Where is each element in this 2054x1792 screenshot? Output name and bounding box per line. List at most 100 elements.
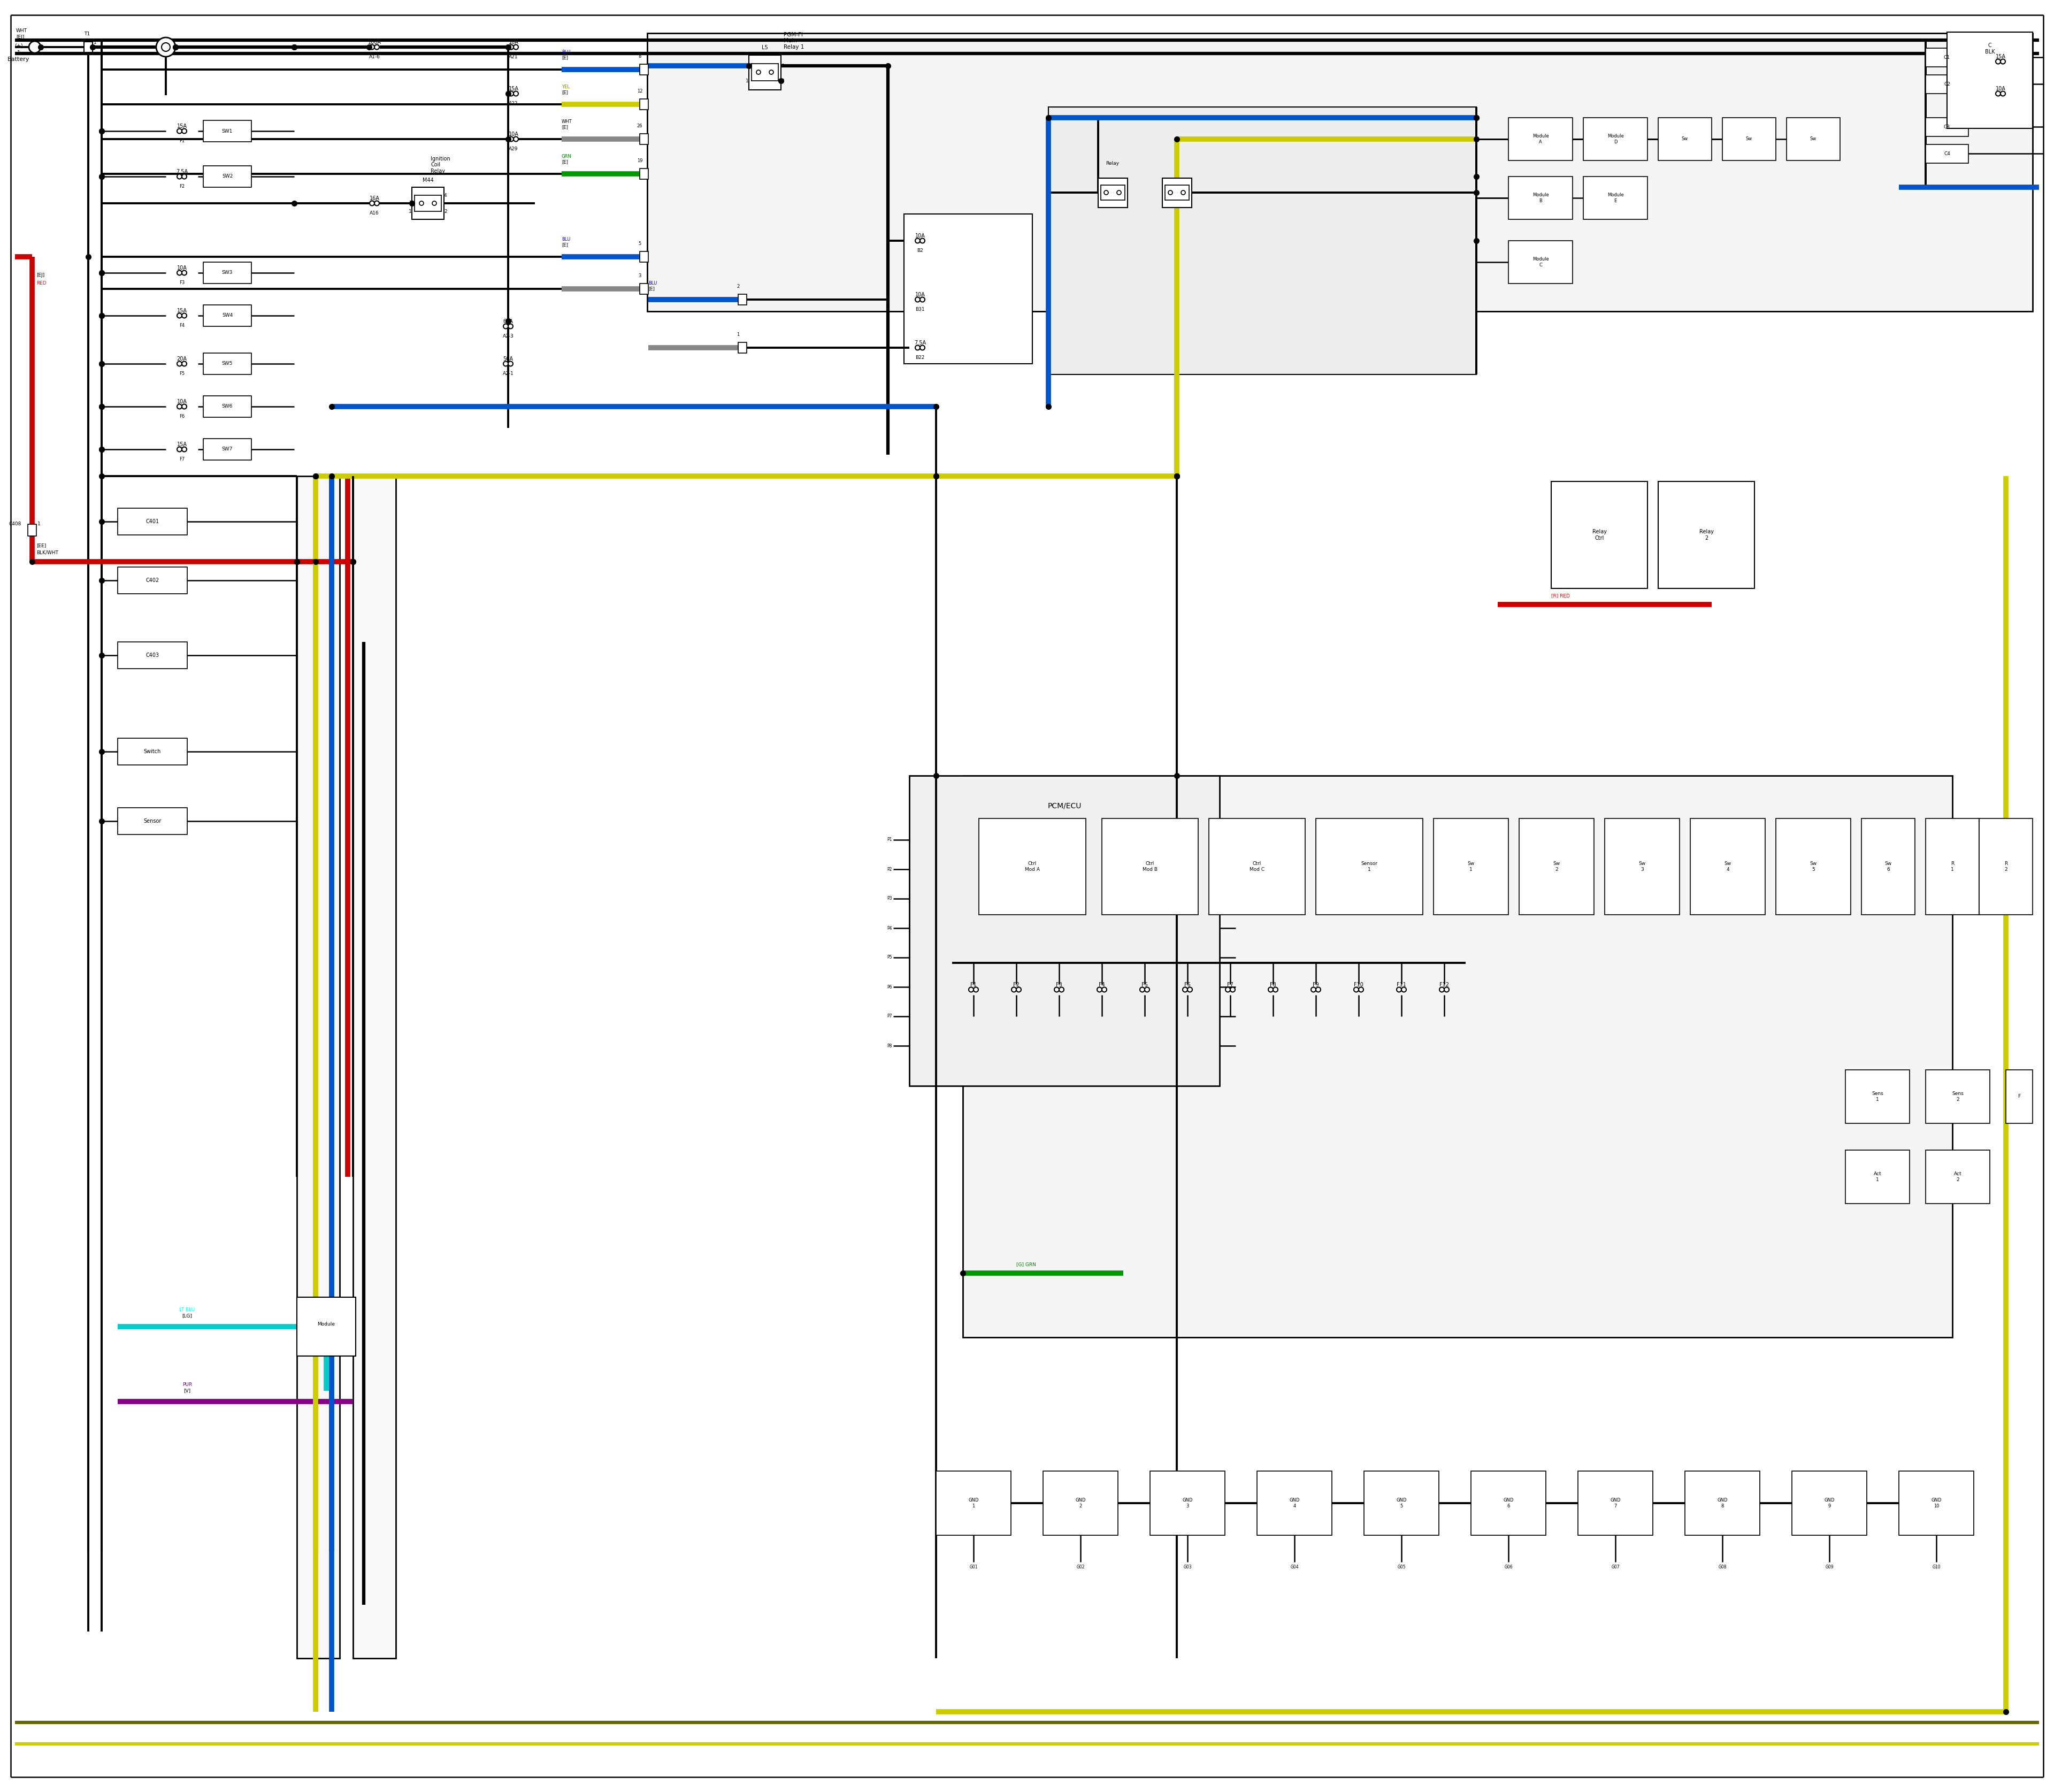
Text: SW2: SW2 [222, 174, 232, 179]
Bar [1844, 1150, 1910, 1204]
Text: [R] RED: [R] RED [1551, 593, 1569, 599]
Circle shape [1444, 987, 1448, 993]
Text: Battery: Battery [8, 57, 31, 63]
Bar [298, 1297, 355, 1357]
Text: Relay: Relay [1105, 161, 1119, 167]
Circle shape [370, 201, 374, 206]
Text: [E]: [E] [561, 56, 569, 59]
Circle shape [514, 45, 518, 50]
Text: C4: C4 [1943, 151, 1949, 156]
Bar [117, 642, 187, 668]
Text: P7: P7 [887, 1014, 891, 1020]
Bar [639, 65, 649, 75]
Text: G03: G03 [1183, 1564, 1191, 1570]
Bar [1658, 482, 1754, 588]
Bar [203, 120, 251, 142]
Text: GND
1: GND 1 [967, 1498, 978, 1509]
Text: GND
6: GND 6 [1504, 1498, 1514, 1509]
Text: C408: C408 [8, 521, 21, 527]
Circle shape [1117, 190, 1121, 195]
Text: SW7: SW7 [222, 446, 232, 452]
Text: F6: F6 [179, 414, 185, 419]
Circle shape [419, 201, 423, 206]
Text: A21: A21 [509, 54, 518, 59]
Bar [1434, 819, 1508, 914]
Bar [1861, 819, 1914, 914]
Bar [1584, 177, 1647, 219]
Text: F1: F1 [969, 982, 976, 987]
Text: [E]: [E] [561, 125, 569, 129]
Circle shape [1181, 190, 1185, 195]
Text: G02: G02 [1076, 1564, 1085, 1570]
Text: P5: P5 [887, 955, 891, 961]
Text: F5: F5 [1142, 982, 1148, 987]
Text: 1: 1 [737, 332, 739, 337]
Bar [353, 477, 396, 1658]
Text: 10A: 10A [177, 265, 187, 271]
Text: 50A: 50A [503, 357, 514, 362]
Text: 19: 19 [637, 158, 643, 163]
Text: GND
9: GND 9 [1824, 1498, 1834, 1509]
Bar [117, 509, 187, 536]
Circle shape [1097, 987, 1101, 993]
Text: M44: M44 [423, 177, 433, 183]
Text: Module
D: Module D [1606, 134, 1623, 145]
Text: 3: 3 [639, 274, 641, 278]
Bar [29, 525, 37, 536]
Text: Module
E: Module E [1606, 194, 1623, 202]
Bar [1099, 177, 1128, 208]
Text: P1: P1 [887, 837, 891, 842]
Circle shape [431, 201, 435, 206]
Text: WHT: WHT [561, 120, 573, 124]
Circle shape [920, 297, 924, 303]
Text: 1: 1 [409, 210, 413, 213]
Text: F5: F5 [179, 371, 185, 376]
Bar [1101, 819, 1197, 914]
Text: F9: F9 [1313, 982, 1319, 987]
Circle shape [177, 362, 183, 366]
Text: [LG]: [LG] [183, 1314, 193, 1319]
Bar [298, 477, 339, 1658]
Bar [1520, 819, 1594, 914]
Text: [EE]: [EE] [37, 543, 45, 548]
Text: Sens
2: Sens 2 [1951, 1091, 1964, 1102]
Text: [E]: [E] [561, 90, 569, 95]
Bar [203, 262, 251, 283]
Text: SW4: SW4 [222, 314, 232, 317]
Text: F8: F8 [1269, 982, 1276, 987]
Text: P6: P6 [887, 984, 891, 989]
Bar [1927, 118, 1968, 136]
Circle shape [1273, 987, 1278, 993]
Bar [1658, 118, 1711, 161]
Circle shape [183, 314, 187, 317]
Text: 10A: 10A [177, 400, 187, 405]
Bar [1163, 177, 1191, 208]
Circle shape [1996, 59, 2001, 65]
Bar [413, 186, 444, 219]
Circle shape [370, 45, 374, 50]
Text: 1: 1 [16, 50, 21, 56]
Text: Sw
4: Sw 4 [1723, 862, 1732, 871]
Circle shape [1054, 987, 1060, 993]
Text: GND
3: GND 3 [1183, 1498, 1193, 1509]
Text: P4: P4 [887, 926, 891, 930]
Circle shape [1226, 987, 1230, 993]
Circle shape [920, 238, 924, 244]
Bar [980, 819, 1087, 914]
Circle shape [969, 987, 974, 993]
Circle shape [183, 174, 187, 179]
Text: GND
4: GND 4 [1290, 1498, 1300, 1509]
Text: A1-6: A1-6 [370, 54, 380, 59]
Circle shape [162, 43, 170, 52]
Text: F2: F2 [1013, 982, 1019, 987]
Text: 4: 4 [444, 194, 448, 197]
Text: 3: 3 [781, 63, 785, 68]
Text: RED: RED [37, 281, 47, 285]
Text: Sensor
1: Sensor 1 [1362, 862, 1378, 871]
Text: Sw: Sw [1746, 136, 1752, 142]
Text: SW3: SW3 [222, 271, 232, 276]
Circle shape [920, 346, 924, 349]
Text: F6: F6 [1185, 982, 1191, 987]
Text: C
BLK: C BLK [1984, 43, 1994, 54]
Circle shape [509, 45, 514, 50]
